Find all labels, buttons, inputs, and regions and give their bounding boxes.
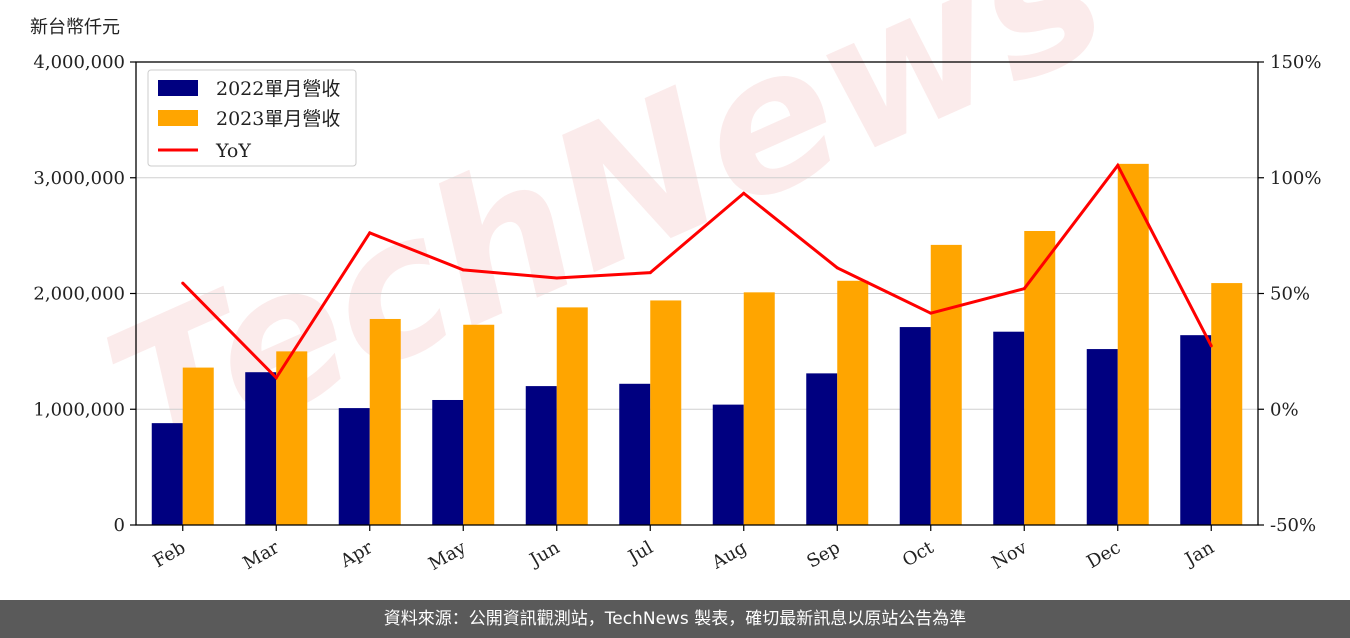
- yoy-point-Jul: [648, 271, 652, 275]
- bar-2022單月營收-Feb: [151, 423, 183, 525]
- yoy-point-Jan: [1209, 344, 1213, 348]
- x-tick-label: Mar: [240, 537, 284, 574]
- bar-2023單月營收-Apr: [369, 318, 401, 525]
- revenue-chart: TechNews 01,000,0002,000,0003,000,0004,0…: [30, 0, 1321, 575]
- right-tick-label: 50%: [1270, 284, 1310, 305]
- yoy-point-Dec: [1116, 163, 1120, 167]
- bar-2023單月營收-Jan: [1211, 283, 1243, 525]
- bar-2023單月營收-Aug: [743, 292, 775, 525]
- left-tick-label: 1,000,000: [33, 399, 125, 420]
- x-axis: Feb Mar Apr May Jun Jul Aug Sep Oct Nov Dec Jan: [150, 525, 1218, 575]
- legend-swatch-2023: [158, 110, 198, 126]
- bar-2022單月營收-Jan: [1180, 335, 1212, 525]
- x-tick-label: Jul: [623, 537, 657, 569]
- bar-2023單月營收-May: [463, 324, 495, 525]
- bars: [151, 163, 1243, 526]
- yoy-point-Aug: [742, 191, 746, 195]
- right-tick-label: -50%: [1270, 515, 1316, 536]
- footer-source-note: 資料來源：公開資訊觀測站，TechNews 製表，確切最新訊息以原站公告為準: [0, 600, 1350, 638]
- x-tick-label: Oct: [899, 537, 938, 572]
- bar-2022單月營收-Jul: [619, 383, 651, 525]
- x-tick-label: Nov: [988, 537, 1031, 574]
- bar-2022單月營收-Mar: [245, 372, 277, 525]
- left-tick-label: 0: [114, 515, 125, 536]
- bar-2023單月營收-Jun: [556, 307, 588, 525]
- left-tick-label: 2,000,000: [33, 284, 125, 305]
- right-tick-label: 0%: [1270, 399, 1299, 420]
- left-tick-label: 3,000,000: [33, 168, 125, 189]
- bar-2023單月營收-Feb: [182, 367, 214, 525]
- yoy-point-Apr: [368, 231, 372, 235]
- bar-2023單月營收-Nov: [1024, 230, 1056, 525]
- legend-swatch-2022: [158, 80, 198, 96]
- bar-2023單月營收-Oct: [930, 244, 962, 525]
- yoy-point-Nov: [1022, 287, 1026, 291]
- bar-2022單月營收-Aug: [712, 404, 744, 525]
- x-tick-label: Sep: [803, 537, 843, 572]
- x-tick-label: Apr: [336, 537, 376, 572]
- x-tick-label: Jan: [1180, 537, 1218, 571]
- right-tick-label: 100%: [1270, 168, 1321, 189]
- bar-2022單月營收-Jun: [525, 386, 557, 525]
- right-tick-label: 150%: [1270, 52, 1321, 73]
- bar-2023單月營收-Mar: [276, 351, 308, 525]
- bar-2022單月營收-Oct: [899, 327, 931, 525]
- yoy-line: [181, 162, 1213, 381]
- bar-2022單月營收-Apr: [338, 408, 370, 525]
- yoy-point-May: [461, 268, 465, 272]
- x-tick-label: May: [425, 537, 470, 575]
- yoy-point-Jun: [555, 276, 559, 280]
- legend: 2022單月營收 2023單月營收 YoY: [147, 69, 357, 167]
- yoy-point-Feb: [181, 281, 185, 285]
- x-tick-label: Aug: [708, 537, 751, 574]
- yoy-line-layer: [181, 162, 1213, 381]
- legend-label-yoy: YoY: [215, 140, 251, 162]
- bar-2022單月營收-Dec: [1086, 349, 1118, 525]
- right-axis: -50% 0% 50% 100% 150%: [1258, 52, 1321, 536]
- yoy-point-Sep: [835, 266, 839, 270]
- bar-2023單月營收-Sep: [837, 280, 869, 525]
- bar-2022單月營收-Sep: [806, 373, 838, 525]
- bar-2022單月營收-Nov: [993, 331, 1025, 525]
- legend-label-2022: 2022單月營收: [216, 78, 340, 100]
- yoy-point-Mar: [274, 376, 278, 380]
- yoy-point-Oct: [929, 311, 933, 315]
- unit-label: 新台幣仟元: [30, 17, 120, 38]
- left-axis: 0 1,000,000 2,000,000 3,000,000 4,000,000: [33, 52, 136, 536]
- bar-2022單月營收-May: [432, 399, 464, 525]
- x-tick-label: Jun: [525, 537, 564, 572]
- bar-2023單月營收-Jul: [650, 300, 682, 525]
- x-tick-label: Feb: [150, 537, 190, 572]
- legend-label-2023: 2023單月營收: [216, 108, 340, 130]
- left-tick-label: 4,000,000: [33, 52, 125, 73]
- bar-2023單月營收-Dec: [1117, 163, 1149, 526]
- legend-box: [147, 69, 357, 167]
- x-tick-label: Dec: [1083, 537, 1124, 573]
